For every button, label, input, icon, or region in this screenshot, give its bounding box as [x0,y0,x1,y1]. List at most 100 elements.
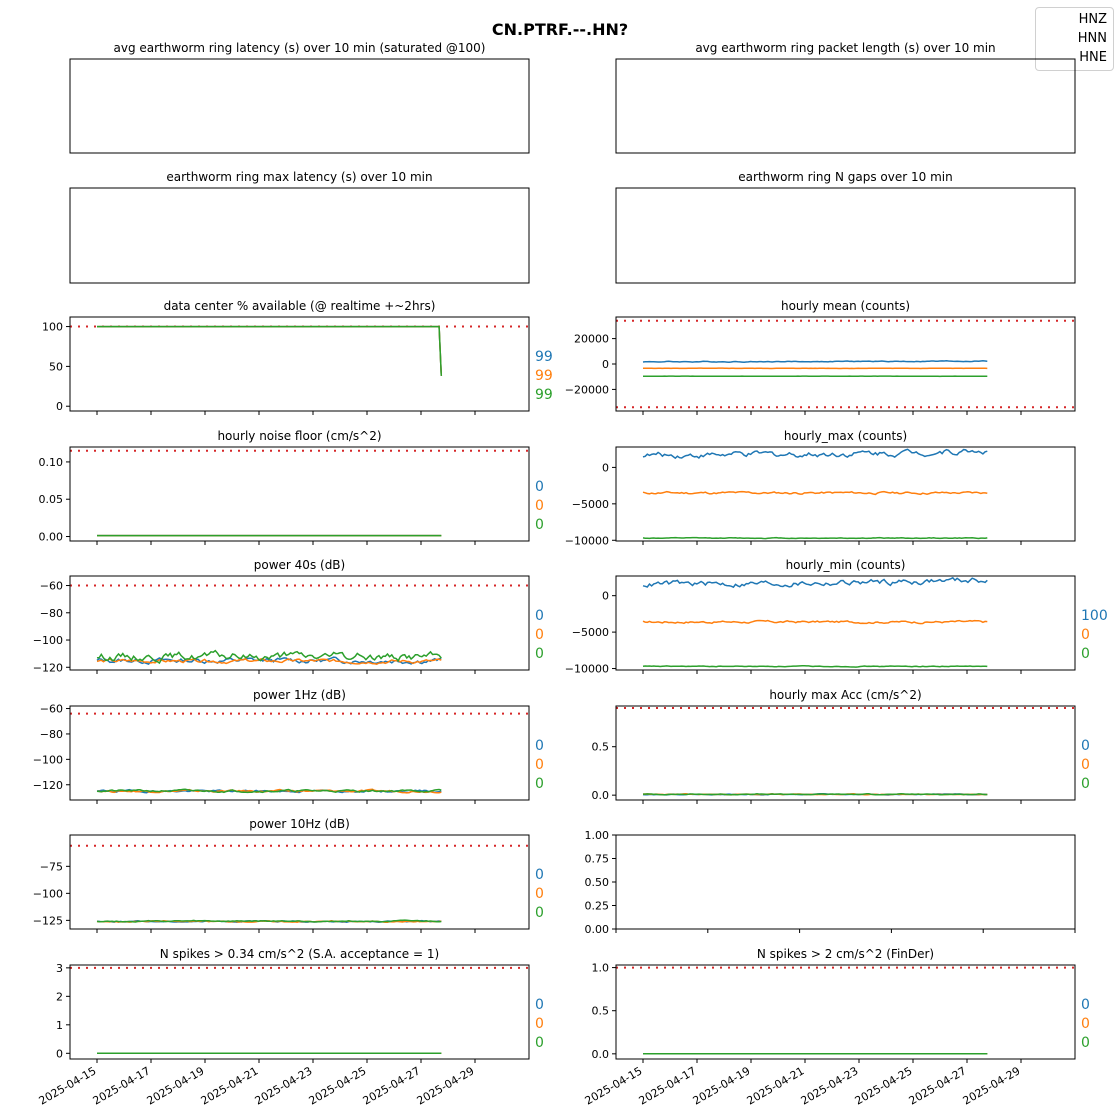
axes-frame [615,58,1076,154]
y-tick-label: −125 [33,914,63,927]
x-tick-label: 2025-04-17 [637,1064,699,1107]
side-value-hnn: 0 [535,498,544,514]
subplot-title: hourly_min (counts) [786,558,906,572]
subplot-title: hourly max Acc (cm/s^2) [769,688,921,702]
series-line-hnn [96,657,442,665]
side-value-hne: 0 [535,517,544,533]
y-tick-label: 0 [56,1047,63,1060]
y-tick-label: −100 [33,753,63,766]
series-line-hne [96,919,442,923]
legend-entry-hnn: HNN [1077,31,1107,46]
axes-frame [69,187,530,284]
y-tick-label: −10000 [565,663,609,676]
y-tick-label: 0.5 [592,741,610,754]
series-line-hne [642,536,988,540]
x-tick-label: 2025-04-29 [961,1064,1023,1107]
side-value-hne: 0 [535,776,544,792]
subplot-p4: data center % available (@ realtime +~2h… [42,299,553,415]
y-tick-label: 0 [56,400,63,413]
axes-frame [69,575,530,671]
axes-frame [615,834,1076,930]
side-value-hne: 0 [535,646,544,662]
subplot-p14: N spikes > 0.34 cm/s^2 (S.A. acceptance … [37,947,544,1108]
subplot-title: power 1Hz (dB) [253,688,346,702]
subplot-title: hourly noise floor (cm/s^2) [217,429,381,443]
subplot-title: avg earthworm ring latency (s) over 10 m… [114,41,486,55]
axes-frame [69,964,530,1060]
side-value-hnn: 0 [535,627,544,643]
y-tick-label: 0.75 [585,853,610,866]
subplot-p1: avg earthworm ring packet length (s) ove… [615,41,1076,154]
series-line-hne [643,792,988,796]
side-value-hnn: 0 [535,886,544,902]
subplot-title: earthworm ring N gaps over 10 min [738,170,952,184]
axes-frame [615,187,1076,284]
y-tick-label: 0.50 [585,876,610,889]
series-line-hnz [642,360,988,364]
y-tick-label: 0.0 [592,789,610,802]
subplot-title: N spikes > 0.34 cm/s^2 (S.A. acceptance … [160,947,439,961]
y-tick-label: −5000 [572,498,609,511]
axes-frame [615,705,1076,801]
axes-frame [69,58,530,154]
y-tick-label: −10000 [565,534,609,547]
subplot-p7: hourly_max (counts) −10000 −5000 0 [565,429,1076,547]
subplot-p5: hourly mean (counts) −20000 0 20000 [565,299,1076,415]
y-tick-label: 0.05 [39,493,64,506]
side-value-hnz: 99 [535,349,553,365]
subplot-title: power 10Hz (dB) [249,817,350,831]
y-tick-label: −100 [33,634,63,647]
legend-entry-hne: HNE [1079,50,1107,65]
side-value-hne: 0 [1081,1035,1090,1051]
side-value-hnn: 0 [535,1016,544,1032]
x-tick-label: 2025-04-21 [199,1064,261,1107]
y-tick-label: 3 [56,962,63,975]
legend-entry-hnz: HNZ [1078,12,1107,27]
y-tick-label: −80 [40,728,63,741]
side-value-hnz: 0 [535,867,544,883]
subplot-title: hourly_max (counts) [784,429,907,443]
y-tick-label: 0.00 [585,923,610,936]
axes-frame [69,834,530,930]
side-value-hnz: 0 [1081,738,1090,754]
side-value-hne: 0 [535,1035,544,1051]
y-tick-label: 1.00 [585,829,610,842]
y-tick-label: −60 [40,703,63,716]
y-tick-label: −80 [40,607,63,620]
series-line-hne [97,325,443,376]
subplot-p11: hourly max Acc (cm/s^2) 0.0 0.5 0 0 0 [592,688,1090,804]
subplot-p0: avg earthworm ring latency (s) over 10 m… [69,41,530,154]
y-tick-label: 0.5 [592,1005,610,1018]
y-tick-label: 1.0 [592,962,610,975]
subplot-p12: power 10Hz (dB) −125 −100 −75 0 0 0 [33,817,544,933]
y-tick-label: 2 [56,990,63,1003]
x-tick-label: 2025-04-23 [253,1064,315,1107]
side-value-hnz: 100 [1081,608,1108,624]
x-tick-label: 2025-04-23 [799,1064,861,1107]
subplot-title: N spikes > 2 cm/s^2 (FinDer) [757,947,934,961]
x-tick-label: 2025-04-25 [307,1064,369,1107]
series-line-hne [96,788,442,794]
y-tick-label: −20000 [565,383,609,396]
y-tick-label: 0 [602,590,609,603]
y-tick-label: 0.10 [39,456,64,469]
x-tick-label: 2025-04-25 [853,1064,915,1107]
series-line-hne [96,649,442,665]
side-value-hne: 0 [535,905,544,921]
axes-frame [615,575,1076,671]
subplot-p3: earthworm ring N gaps over 10 min [615,170,1076,284]
series-line-hnz [642,576,988,589]
y-tick-label: −100 [33,887,63,900]
side-value-hne: 0 [1081,776,1090,792]
subplot-p9: hourly_min (counts) −10000 −5000 0 100 0 0 [565,558,1108,676]
side-value-hnn: 0 [1081,757,1090,773]
y-tick-label: −120 [33,661,63,674]
series-line-hnn [642,619,988,625]
subplot-p2: earthworm ring max latency (s) over 10 m… [69,170,530,284]
series-line-hnz [642,448,988,460]
y-tick-label: 0 [602,461,609,474]
y-tick-label: −5000 [572,626,609,639]
x-tick-label: 2025-04-29 [415,1064,477,1107]
side-value-hnn: 0 [1081,1016,1090,1032]
side-value-hnn: 0 [535,757,544,773]
